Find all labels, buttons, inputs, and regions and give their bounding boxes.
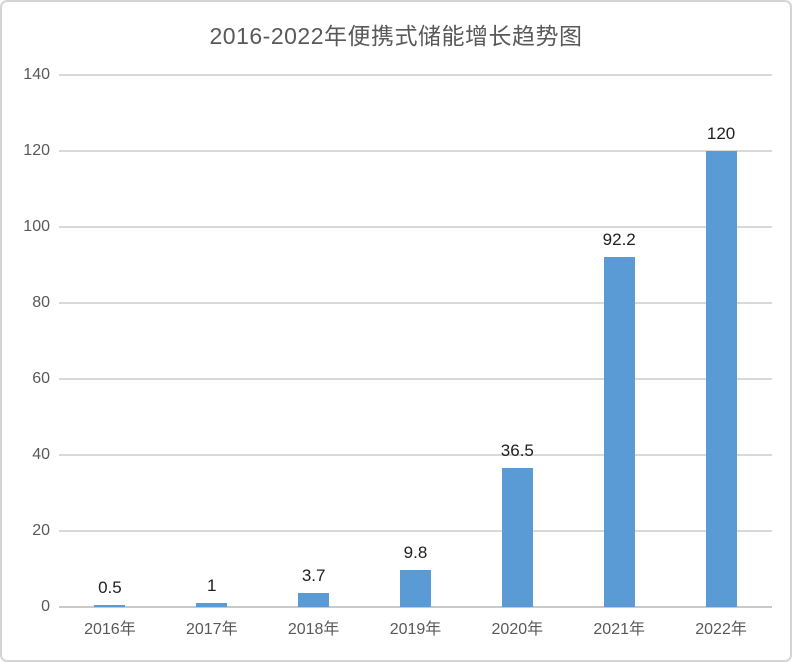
bar-2016年 <box>94 605 126 607</box>
y-tick-label-100: 100 <box>23 218 50 235</box>
bar-2018年 <box>298 592 330 607</box>
y-tick-label-120: 120 <box>23 142 50 159</box>
x-axis-line <box>59 606 772 608</box>
bar-2017年 <box>196 603 228 607</box>
gridline-40 <box>59 454 772 456</box>
x-tick-label-2021年: 2021年 <box>593 621 645 638</box>
x-tick-label-2016年: 2016年 <box>84 621 136 638</box>
x-tick-label-2019年: 2019年 <box>389 621 442 638</box>
bar-2021年 <box>603 256 635 607</box>
value-label-2019年: 9.8 <box>403 542 428 562</box>
bar-2022年 <box>705 151 737 607</box>
bar-2019年 <box>400 569 431 607</box>
bar-2020年 <box>501 468 533 607</box>
y-tick-label-20: 20 <box>32 522 50 539</box>
gridline-60 <box>59 378 772 380</box>
x-tick-label-2018年: 2018年 <box>287 621 340 638</box>
gridline-100 <box>59 226 772 228</box>
y-tick-label-40: 40 <box>32 446 50 463</box>
y-tick-label-60: 60 <box>32 370 50 387</box>
chart-title: 2016-2022年便携式储能增长趋势图 <box>209 23 583 49</box>
y-tick-label-80: 80 <box>32 294 50 311</box>
gridline-20 <box>59 530 772 532</box>
value-label-2018年: 3.7 <box>301 565 326 585</box>
value-label-2017年: 1 <box>207 576 217 596</box>
x-tick-label-2017年: 2017年 <box>185 621 238 638</box>
value-label-2020年: 36.5 <box>500 441 534 461</box>
y-tick-label-0: 0 <box>41 598 50 615</box>
value-label-2022年: 120 <box>706 124 736 143</box>
value-label-2016年: 0.5 <box>98 578 122 597</box>
x-tick-label-2020年: 2020年 <box>491 621 544 638</box>
y-tick-label-140: 140 <box>23 66 50 83</box>
gridline-80 <box>59 302 772 304</box>
value-label-2021年: 92.2 <box>602 229 636 249</box>
gridline-140 <box>59 74 772 76</box>
gridline-120 <box>59 150 772 152</box>
x-tick-label-2022年: 2022年 <box>695 621 747 638</box>
